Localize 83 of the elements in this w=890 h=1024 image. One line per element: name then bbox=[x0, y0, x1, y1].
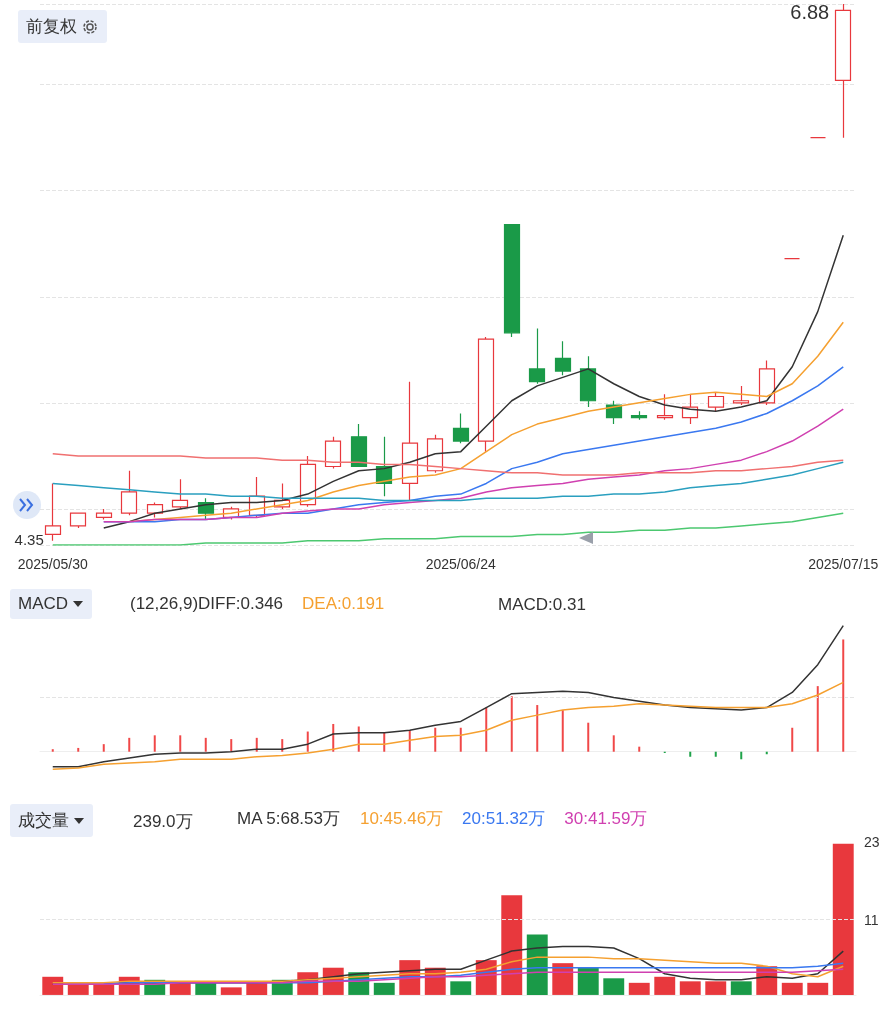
candlestick bbox=[758, 359, 776, 406]
text: 11 bbox=[864, 912, 879, 928]
text: MA 5:68.53万 bbox=[237, 808, 341, 828]
chart-title: MACD bbox=[18, 594, 69, 614]
bar bbox=[628, 982, 650, 995]
bar bbox=[230, 739, 233, 752]
x-tick-label: 2025/06/24 bbox=[425, 556, 496, 572]
bar bbox=[561, 710, 564, 752]
bar bbox=[450, 981, 472, 995]
bar bbox=[459, 727, 462, 752]
annotation: 前复权 bbox=[26, 16, 77, 38]
bar bbox=[373, 982, 395, 995]
x-tick-label: 2025/05/30 bbox=[17, 556, 88, 572]
bar bbox=[93, 984, 115, 995]
text: MACD:0.31 bbox=[498, 595, 586, 615]
candlestick bbox=[120, 470, 138, 516]
bar bbox=[306, 731, 309, 752]
candlestick bbox=[426, 434, 444, 474]
bar bbox=[51, 749, 54, 752]
candlestick bbox=[528, 328, 546, 385]
bar bbox=[67, 984, 89, 995]
bar bbox=[842, 639, 845, 752]
bar bbox=[807, 982, 829, 995]
bar bbox=[536, 705, 539, 752]
bar bbox=[153, 735, 156, 752]
text: 30:41.59万 bbox=[564, 808, 648, 828]
candlestick bbox=[834, 3, 852, 139]
candlestick bbox=[44, 482, 62, 542]
chart-title: 成交量 bbox=[18, 810, 69, 832]
bar bbox=[612, 735, 615, 752]
bar bbox=[832, 843, 854, 995]
annotation: 4.35 bbox=[14, 530, 44, 548]
bar bbox=[77, 747, 80, 752]
candlestick bbox=[69, 512, 87, 529]
bar bbox=[434, 727, 437, 752]
candlestick bbox=[477, 336, 495, 453]
text: 23 bbox=[864, 834, 880, 850]
bar bbox=[510, 696, 513, 752]
bar bbox=[485, 707, 488, 752]
bar bbox=[552, 963, 574, 995]
candlestick bbox=[554, 340, 572, 376]
bar bbox=[195, 982, 217, 995]
bar bbox=[638, 746, 641, 752]
bar bbox=[204, 737, 207, 752]
bar bbox=[128, 737, 131, 752]
candlestick bbox=[783, 257, 801, 260]
bar bbox=[220, 987, 242, 995]
bar bbox=[679, 981, 701, 995]
bar bbox=[816, 686, 819, 752]
annotation: 6.88 bbox=[790, 1, 830, 24]
bar bbox=[587, 722, 590, 752]
text: (12,26,9)DIFF:0.346 bbox=[130, 593, 284, 613]
candlestick bbox=[630, 410, 648, 421]
bar bbox=[169, 982, 191, 995]
text: DEA:0.191 bbox=[302, 593, 385, 613]
bar bbox=[714, 751, 717, 757]
candlestick bbox=[452, 412, 470, 444]
candlestick bbox=[707, 391, 725, 412]
bar bbox=[730, 981, 752, 995]
x-tick-label: 2025/07/15 bbox=[808, 556, 879, 572]
bar bbox=[791, 727, 794, 752]
bar bbox=[781, 982, 803, 995]
bar bbox=[501, 895, 523, 995]
bar bbox=[577, 967, 599, 995]
bar bbox=[102, 744, 105, 752]
bar bbox=[689, 751, 692, 757]
candlestick bbox=[95, 508, 113, 521]
candlestick bbox=[324, 436, 342, 470]
candlestick bbox=[579, 355, 597, 408]
candlestick bbox=[503, 224, 521, 338]
bar bbox=[179, 735, 182, 752]
bar bbox=[705, 981, 727, 995]
text: 20:51.32万 bbox=[462, 808, 546, 828]
candlestick bbox=[656, 393, 674, 421]
candlestick bbox=[401, 381, 419, 502]
bar bbox=[654, 976, 676, 995]
text: 239.0万 bbox=[133, 811, 193, 833]
bar bbox=[526, 934, 548, 995]
candlestick bbox=[350, 423, 368, 468]
bar bbox=[740, 751, 743, 760]
bar bbox=[603, 978, 625, 995]
text: 10:45.46万 bbox=[359, 808, 444, 828]
candlestick bbox=[171, 478, 189, 510]
